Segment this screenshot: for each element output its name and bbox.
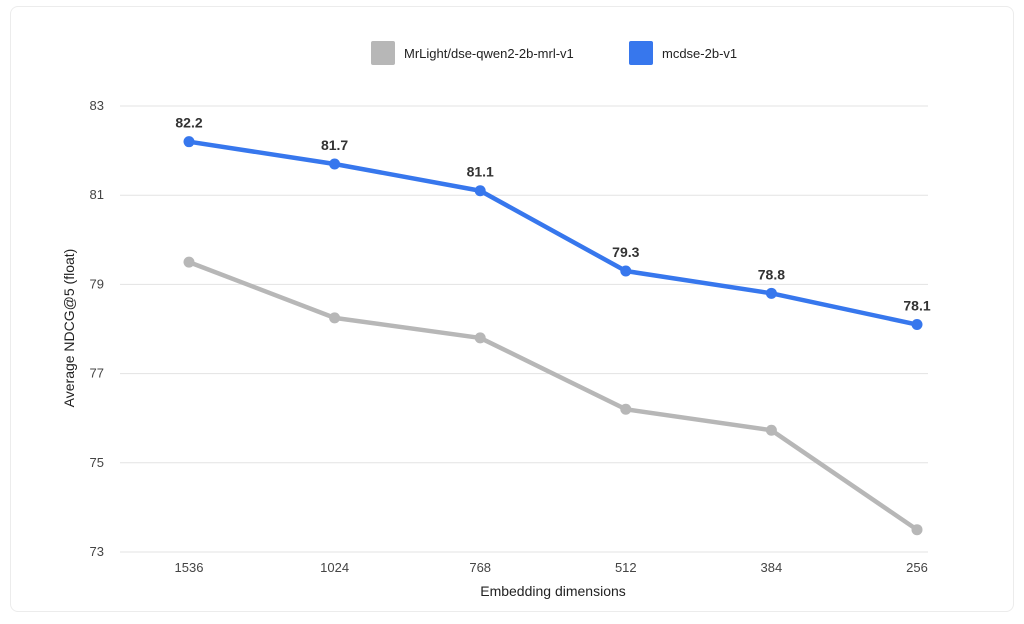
y-tick-label: 73 <box>90 544 104 559</box>
y-tick-label: 79 <box>90 276 104 291</box>
legend-label: MrLight/dse-qwen2-2b-mrl-v1 <box>404 46 574 61</box>
data-point <box>911 319 923 331</box>
legend-swatch <box>371 41 395 65</box>
legend-swatch <box>629 41 653 65</box>
y-axis-ticks: 73 75 77 79 81 83 <box>90 98 104 559</box>
y-axis-title: Average NDCG@5 (float) <box>61 249 77 408</box>
x-axis-title: Embedding dimensions <box>480 583 626 599</box>
x-tick-label: 384 <box>761 560 783 575</box>
series-line <box>186 139 920 327</box>
data-point <box>911 524 923 536</box>
data-point <box>620 265 632 277</box>
data-label: 79.3 <box>612 244 639 260</box>
x-tick-label: 768 <box>469 560 491 575</box>
data-label: 78.1 <box>903 298 930 314</box>
y-tick-label: 81 <box>90 187 104 202</box>
data-point <box>474 185 486 197</box>
series-1 <box>183 256 923 536</box>
gridlines <box>120 105 928 553</box>
data-label: 81.7 <box>321 137 348 153</box>
data-point <box>329 312 341 324</box>
data-point <box>765 287 777 299</box>
y-tick-label: 83 <box>90 98 104 113</box>
x-tick-label: 1536 <box>175 560 204 575</box>
series-line <box>186 259 920 532</box>
data-label: 82.2 <box>175 115 202 131</box>
series-layer: 82.2 81.7 81.1 79.3 78.8 78.1 <box>175 115 931 536</box>
legend: MrLight/dse-qwen2-2b-mrl-v1 mcdse-2b-v1 <box>371 41 737 65</box>
data-point <box>183 136 195 148</box>
data-point <box>474 332 486 344</box>
x-tick-label: 512 <box>615 560 637 575</box>
x-tick-label: 256 <box>906 560 928 575</box>
x-tick-label: 1024 <box>320 560 349 575</box>
data-point <box>765 424 777 436</box>
data-point <box>620 403 632 415</box>
y-tick-label: 77 <box>90 366 104 381</box>
x-axis-ticks: 1536 1024 768 512 384 256 <box>175 560 928 575</box>
data-point <box>329 158 341 170</box>
legend-label: mcdse-2b-v1 <box>662 46 737 61</box>
y-tick-label: 75 <box>90 455 104 470</box>
data-label: 78.8 <box>758 266 785 282</box>
series-2: 82.2 81.7 81.1 79.3 78.8 78.1 <box>175 115 931 331</box>
data-point <box>183 256 195 268</box>
data-label: 81.1 <box>467 164 494 180</box>
